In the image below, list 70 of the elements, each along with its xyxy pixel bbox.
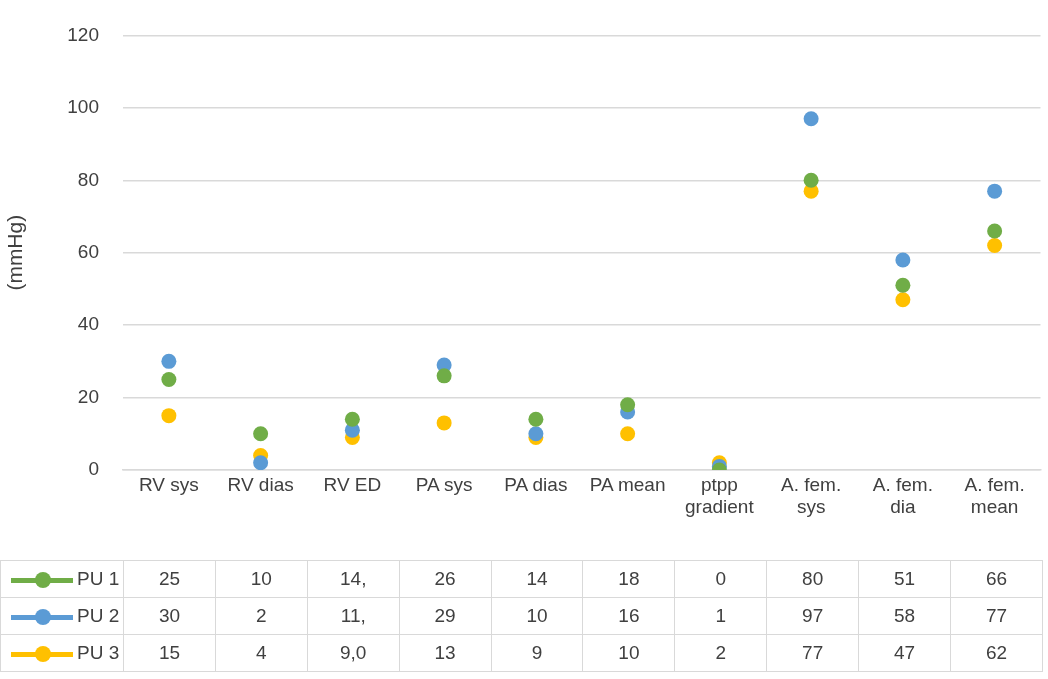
point (803, 172, 819, 188)
point (253, 455, 269, 470)
x-tick-label: A. fem. mean (964, 473, 1025, 518)
data-label: 14 (491, 560, 583, 598)
data-label: 26 (399, 560, 492, 598)
data-label: 2 (215, 597, 308, 635)
data-label: 77 (766, 634, 859, 672)
data-label: 18 (582, 560, 675, 598)
point (895, 277, 911, 293)
data-label: 66 (950, 560, 1043, 598)
x-tick-label: PA dias (504, 473, 568, 495)
point (895, 252, 911, 268)
y-tick-label: 40 (77, 313, 99, 335)
data-label: 16 (582, 597, 675, 635)
x-tick-label: A. fem. sys (781, 473, 842, 518)
data-label: 51 (858, 560, 951, 598)
y-tick-label: 120 (67, 23, 99, 45)
y-tick-label: 20 (77, 385, 99, 407)
data-label: 2 (674, 634, 767, 672)
x-tick-label: A. fem. dia (872, 473, 933, 518)
y-axis-title: (mmHg) (3, 214, 27, 291)
data-label: 25 (123, 560, 216, 598)
data-label: 97 (766, 597, 859, 635)
x-tick-label: RV dias (227, 473, 294, 495)
data-label: 13 (399, 634, 492, 672)
data-label: 77 (950, 597, 1043, 635)
data-label: 10 (215, 560, 308, 598)
point (436, 368, 452, 384)
data-label: 29 (399, 597, 492, 635)
x-tick-label: ptpp gradient (685, 473, 755, 518)
point (987, 223, 1003, 239)
point (344, 411, 360, 427)
data-label: 14, (307, 560, 400, 598)
x-tick-label: RV sys (138, 473, 199, 495)
data-label: 10 (582, 634, 675, 672)
point (528, 411, 544, 427)
point (895, 292, 911, 308)
data-label: 62 (950, 634, 1043, 672)
point (620, 397, 636, 413)
point (161, 353, 177, 369)
point (803, 111, 819, 127)
data-label: 9,0 (307, 634, 400, 672)
point (987, 183, 1003, 199)
y-tick-label: 0 (88, 458, 99, 480)
point (436, 415, 452, 431)
x-tick-label: PA mean (589, 473, 666, 495)
x-tick-label: RV ED (323, 473, 382, 495)
data-label: 80 (766, 560, 859, 598)
data-label: 1 (674, 597, 767, 635)
legend-label: PU 1 (77, 568, 120, 589)
point (987, 237, 1003, 253)
data-label: 58 (858, 597, 951, 635)
data-label: 30 (123, 597, 216, 635)
legend-label: PU 2 (77, 605, 120, 626)
legend-label: PU 3 (77, 642, 120, 663)
data-label: 0 (674, 560, 767, 598)
point (620, 426, 636, 442)
point (253, 426, 269, 442)
data-label: 9 (491, 634, 583, 672)
data-label: 11, (307, 597, 400, 635)
point (161, 408, 177, 424)
data-label: 4 (215, 634, 308, 672)
data-label: 15 (123, 634, 216, 672)
y-tick-label: 80 (77, 168, 99, 190)
point (161, 371, 177, 387)
data-label: 10 (491, 597, 583, 635)
data-label: 47 (858, 634, 951, 672)
x-tick-label: PA sys (415, 473, 473, 495)
y-tick-label: 60 (77, 240, 99, 262)
y-tick-label: 100 (67, 96, 99, 118)
